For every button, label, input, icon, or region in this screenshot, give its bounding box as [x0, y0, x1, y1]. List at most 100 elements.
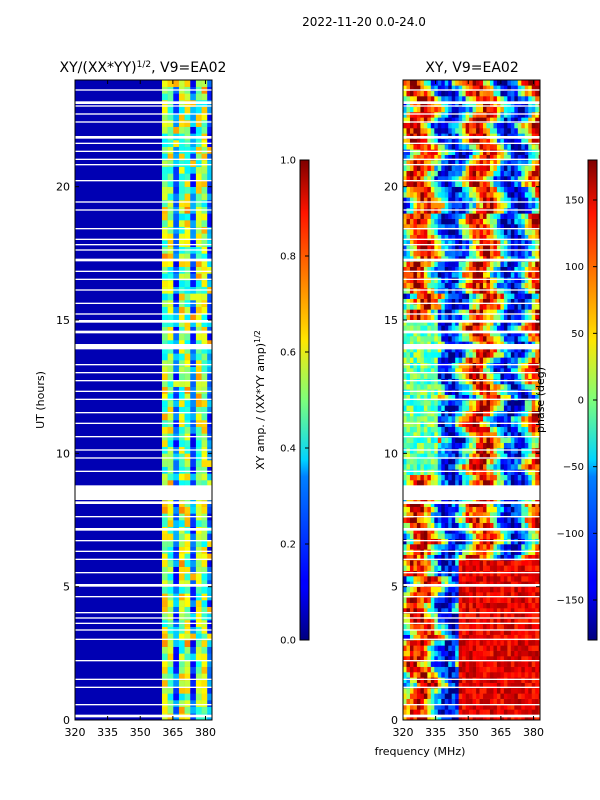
phase-cell — [448, 554, 453, 561]
phase-cell — [451, 320, 456, 326]
phase-cell — [409, 202, 414, 209]
phase-cell — [503, 416, 508, 422]
phase-cell — [489, 304, 494, 310]
phase-cell — [489, 618, 494, 625]
phase-cell — [430, 666, 435, 673]
amplitude-cell — [161, 566, 168, 574]
phase-cell — [535, 213, 539, 219]
phase-cell — [531, 533, 536, 539]
amplitude-cell — [167, 120, 174, 127]
phase-cell — [535, 298, 539, 305]
phase-cell — [528, 666, 533, 673]
phase-cell — [406, 304, 411, 310]
phase-cell — [489, 309, 494, 315]
phase-cell — [434, 298, 439, 305]
phase-cell — [496, 229, 501, 235]
phase-cell — [503, 533, 508, 539]
amplitude-cell — [190, 173, 197, 181]
phase-cell — [510, 650, 515, 657]
phase-cell — [409, 528, 414, 534]
phase-cell — [521, 442, 526, 449]
phase-cell — [462, 666, 466, 673]
phase-cell — [409, 608, 414, 614]
phase-cell — [444, 448, 449, 454]
phase-cell — [420, 634, 425, 641]
phase-cell — [510, 410, 515, 417]
amplitude-cell — [201, 280, 208, 287]
amplitude-cell — [195, 193, 202, 201]
phase-cell — [528, 234, 533, 241]
phase-cell — [441, 330, 446, 337]
phase-cell — [524, 224, 529, 230]
phase-cell — [479, 426, 484, 433]
phase-cell — [406, 426, 411, 433]
phase-cell — [472, 608, 477, 614]
phase-cell — [521, 586, 526, 593]
phase-cell — [489, 624, 494, 630]
phase-cell — [531, 560, 536, 566]
phase-cell — [403, 192, 407, 198]
phase-cell — [535, 650, 539, 657]
phase-cell — [535, 592, 539, 598]
phase-cell — [441, 554, 446, 561]
phase-cell — [434, 272, 439, 278]
phase-cell — [469, 192, 473, 198]
amplitude-cell — [161, 186, 168, 194]
phase-cell — [430, 240, 435, 246]
phase-cell — [413, 229, 418, 235]
phase-cell — [469, 693, 473, 699]
phase-cell — [427, 245, 432, 251]
phase-cell — [455, 549, 459, 555]
phase-cell — [535, 330, 539, 337]
phase-cell — [521, 677, 526, 683]
phase-cell — [420, 608, 425, 614]
phase-cell — [430, 544, 435, 550]
phase-cell — [486, 714, 491, 721]
phase-cell — [409, 309, 414, 315]
phase-cell — [500, 682, 505, 689]
phase-cell — [510, 437, 515, 443]
phase-cell — [444, 672, 449, 678]
phase-cell — [427, 650, 432, 657]
phase-cell — [479, 218, 484, 225]
phase-cell — [403, 202, 407, 209]
phase-cell — [517, 314, 522, 321]
phase-cell — [420, 458, 425, 465]
phase-cell — [479, 672, 484, 678]
phase-cell — [462, 709, 466, 715]
phase-cell — [462, 368, 466, 374]
phase-cell — [486, 389, 491, 395]
phase-cell — [514, 277, 519, 283]
phase-cell — [465, 309, 470, 315]
phase-cell — [434, 261, 439, 267]
phase-cell — [413, 480, 418, 486]
phase-cell — [409, 389, 414, 395]
amplitude-cell — [184, 326, 191, 334]
phase-cell — [472, 709, 477, 715]
phase-cell — [441, 426, 446, 433]
phase-cell — [535, 704, 539, 710]
phase-cell — [489, 501, 494, 507]
phase-cell — [483, 426, 487, 433]
phase-cell — [448, 357, 453, 363]
phase-cell — [517, 576, 522, 582]
phase-cell — [420, 565, 425, 571]
phase-cell — [413, 474, 418, 481]
amplitude-cell — [190, 326, 197, 334]
phase-cell — [420, 218, 425, 225]
amplitude-cell — [207, 520, 213, 527]
phase-cell — [416, 597, 421, 603]
phase-cell — [507, 506, 512, 513]
phase-cell — [462, 624, 466, 630]
amplitude-cell — [207, 386, 213, 394]
phase-cell — [535, 682, 539, 689]
phase-cell — [476, 362, 480, 369]
phase-cell — [413, 240, 418, 246]
amplitude-cell — [167, 686, 174, 694]
amplitude-cell — [195, 533, 202, 541]
phase-cell — [409, 336, 414, 342]
amplitude-cell — [178, 653, 185, 661]
phase-cell — [510, 240, 515, 246]
phase-cell — [465, 405, 470, 411]
phase-cell — [403, 629, 407, 635]
